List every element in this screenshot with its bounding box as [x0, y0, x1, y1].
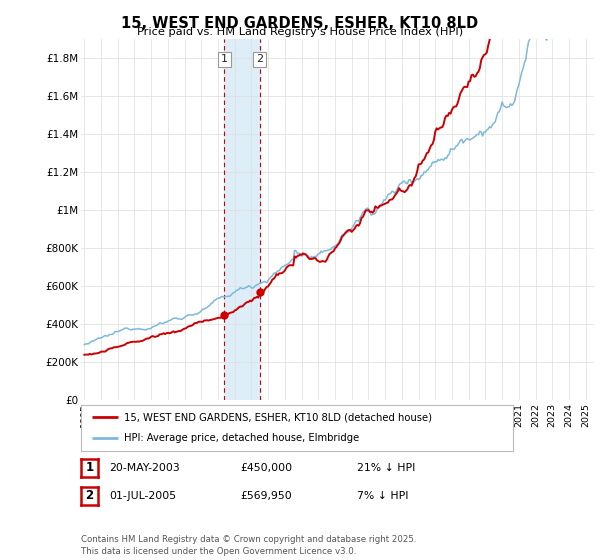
Text: Contains HM Land Registry data © Crown copyright and database right 2025.
This d: Contains HM Land Registry data © Crown c… — [81, 535, 416, 556]
Text: £569,950: £569,950 — [240, 491, 292, 501]
Text: 21% ↓ HPI: 21% ↓ HPI — [357, 463, 415, 473]
Text: 15, WEST END GARDENS, ESHER, KT10 8LD (detached house): 15, WEST END GARDENS, ESHER, KT10 8LD (d… — [124, 412, 432, 422]
Text: 1: 1 — [85, 461, 94, 474]
Text: 1: 1 — [221, 54, 228, 64]
Text: 2: 2 — [85, 489, 94, 502]
Text: 01-JUL-2005: 01-JUL-2005 — [109, 491, 176, 501]
Bar — [224, 39, 260, 400]
Text: Price paid vs. HM Land Registry's House Price Index (HPI): Price paid vs. HM Land Registry's House … — [137, 27, 463, 37]
Text: 15, WEST END GARDENS, ESHER, KT10 8LD: 15, WEST END GARDENS, ESHER, KT10 8LD — [121, 16, 479, 31]
Text: HPI: Average price, detached house, Elmbridge: HPI: Average price, detached house, Elmb… — [124, 433, 359, 444]
Text: 2: 2 — [256, 54, 263, 64]
Text: 20-MAY-2003: 20-MAY-2003 — [109, 463, 180, 473]
Text: £450,000: £450,000 — [240, 463, 292, 473]
Text: 7% ↓ HPI: 7% ↓ HPI — [357, 491, 409, 501]
